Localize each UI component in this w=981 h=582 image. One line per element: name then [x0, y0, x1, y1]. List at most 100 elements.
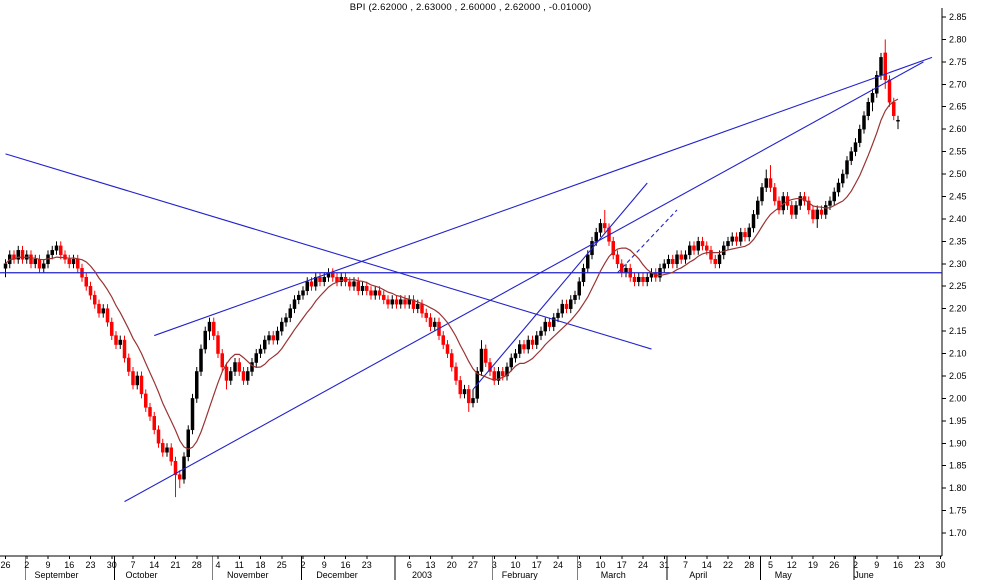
candle-body — [726, 241, 730, 247]
candle-body — [135, 375, 139, 386]
candle-body — [105, 308, 110, 323]
candle-body — [161, 443, 165, 453]
candle-body — [679, 254, 683, 260]
candle-body — [705, 245, 709, 251]
candle-body — [309, 281, 314, 287]
candle-body — [212, 321, 216, 336]
x-tick-label: 2 — [853, 560, 858, 570]
x-tick-label: 10 — [595, 560, 605, 570]
candle-body — [390, 299, 394, 305]
candle-body — [484, 348, 488, 363]
candle-body — [416, 303, 420, 309]
x-tick-label: 11 — [235, 560, 244, 570]
trendline — [5, 153, 652, 350]
candle-body — [841, 173, 845, 184]
trendlines-layer — [0, 56, 942, 503]
x-tick-label: 4 — [215, 560, 220, 570]
x-tick-label: 22 — [723, 560, 733, 570]
candle-body — [794, 205, 798, 215]
candle-body — [683, 254, 688, 260]
candle-body — [730, 236, 734, 242]
month-label: December — [316, 570, 358, 580]
candle-body — [501, 371, 505, 377]
candle-body — [331, 272, 335, 278]
candle-body — [144, 393, 148, 408]
candle-body — [892, 102, 896, 116]
candle-body — [581, 268, 586, 282]
candle-body — [288, 308, 292, 318]
candle-body — [560, 303, 564, 314]
candle-body — [403, 299, 407, 305]
candle-body — [526, 339, 530, 350]
candle-body — [186, 429, 190, 457]
moving-average-layer — [5, 98, 899, 450]
x-tick-label: 10 — [510, 560, 520, 570]
candle-body — [556, 312, 560, 318]
candle-body — [552, 317, 556, 327]
x-tick-label: 16 — [893, 560, 903, 570]
x-tick-label: 17 — [617, 560, 627, 570]
candle-body — [50, 250, 54, 256]
candle-body — [84, 276, 88, 287]
candle-body — [411, 299, 416, 309]
trendline — [124, 61, 924, 503]
candle-body — [751, 214, 756, 229]
candle-body — [547, 321, 552, 327]
candle-body — [258, 348, 263, 354]
candle-body — [887, 79, 892, 103]
x-tick-label: 2 — [300, 560, 305, 570]
candle-body — [246, 371, 250, 381]
axes-layer: 2.85 2.80 2.75 2.70 2.65 2.60 2.55 2.50 2.45 2.40… — [0, 8, 967, 580]
month-label: June — [854, 570, 874, 580]
candle-body — [233, 362, 237, 372]
candle-body — [127, 357, 131, 372]
candle-body — [37, 259, 42, 269]
trendline — [154, 56, 933, 337]
candle-body — [394, 299, 399, 305]
y-tick-label: 2.00 — [949, 393, 967, 403]
x-tick-label: 30 — [935, 560, 945, 570]
candle-body — [148, 407, 152, 417]
candle-body — [688, 245, 692, 256]
x-tick-label: 23 — [85, 560, 95, 570]
candle-body — [399, 299, 403, 305]
candle-body — [824, 205, 828, 215]
candle-body — [573, 294, 577, 300]
y-tick-label: 2.25 — [949, 281, 967, 291]
x-tick-label: 3 — [492, 560, 497, 570]
candle-body — [756, 200, 760, 215]
x-tick-label: 3 — [577, 560, 582, 570]
candle-body — [692, 245, 696, 251]
y-tick-label: 2.70 — [949, 79, 967, 89]
candle-body — [199, 348, 203, 372]
candle-body — [365, 285, 369, 291]
candle-body — [662, 263, 666, 269]
x-tick-label: 26 — [0, 560, 10, 570]
candle-body — [33, 259, 37, 265]
candle-body — [790, 205, 794, 215]
candle-body — [110, 321, 114, 336]
candle-body — [16, 250, 20, 260]
candle-body — [862, 115, 866, 130]
trendline — [617, 209, 678, 274]
candle-body — [564, 303, 569, 309]
y-tick-label: 2.55 — [949, 147, 967, 157]
month-label: April — [689, 570, 707, 580]
y-tick-label: 2.30 — [949, 259, 967, 269]
candle-body — [67, 259, 71, 265]
candle-body — [543, 321, 547, 332]
x-tick-label: 7 — [130, 560, 135, 570]
candle-body — [420, 303, 424, 314]
candle-body — [768, 178, 773, 188]
x-tick-label: 13 — [425, 560, 435, 570]
candle-body — [216, 335, 220, 354]
x-tick-label: 9 — [322, 560, 327, 570]
candle-body — [237, 362, 241, 372]
candle-body — [624, 268, 628, 274]
candle-body — [467, 389, 471, 404]
candle-body — [666, 259, 671, 265]
x-tick-label: 26 — [829, 560, 839, 570]
candle-body — [139, 375, 144, 395]
